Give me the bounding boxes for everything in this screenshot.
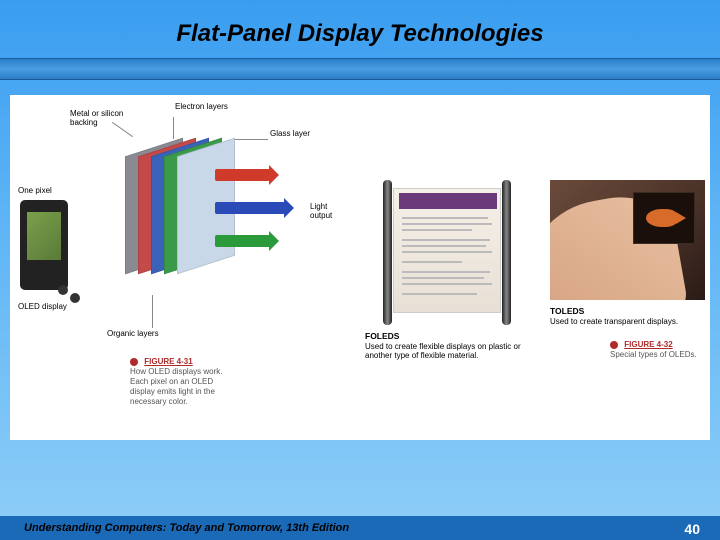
foled-panel: FOLEDS Used to create flexible displays … [365,172,545,382]
foled-text-line [402,223,492,225]
label-oled-display: OLED display [18,303,67,312]
earbud-icon [70,293,80,303]
label-organic-layers: Organic layers [107,330,159,339]
bullet-icon [610,341,618,349]
light-arrow [215,202,285,214]
label-glass-layer: Glass layer [270,130,310,139]
foled-caption-text: Used to create flexible displays on plas… [365,342,540,360]
oled-device-icon [20,200,68,290]
figure-caption-4-31: FIGURE 4-31 How OLED displays work. Each… [130,357,225,407]
foled-device-illustration [383,180,523,325]
toled-caption: TOLEDS Used to create transparent displa… [550,307,705,326]
bullet-icon [130,358,138,366]
device-screen [27,212,61,260]
oled-diagram-panel: Metal or silicon backing Electron layers… [10,95,360,440]
foled-text-line [402,251,492,253]
leader-line [173,117,174,139]
foled-text-line [402,283,492,285]
leader-line [152,295,153,328]
content-area: Metal or silicon backing Electron layers… [10,95,710,440]
foled-text-line [402,271,490,273]
page-number: 40 [684,521,700,537]
label-electron-layers: Electron layers [175,103,228,112]
label-light-output: Light output [310,203,350,221]
figure-number: FIGURE 4-31 [144,357,192,366]
foled-text-line [402,261,462,263]
foled-text-line [402,293,477,295]
foled-flexible-screen [393,188,501,313]
toled-panel: TOLEDS Used to create transparent displa… [550,172,710,382]
foled-roller-right [502,180,511,325]
toled-title: TOLEDS [550,307,705,317]
fish-icon [646,209,678,227]
toled-caption-text: Used to create transparent displays. [550,317,705,326]
label-one-pixel: One pixel [18,187,52,196]
foled-text-line [402,229,472,231]
footer-text: Understanding Computers: Today and Tomor… [24,522,349,534]
toled-transparent-display [633,192,695,244]
title-accent-bar [0,58,720,80]
label-metal-backing: Metal or silicon backing [70,110,140,128]
slide-title: Flat-Panel Display Technologies [0,20,720,48]
foled-text-line [402,239,490,241]
foled-caption: FOLEDS Used to create flexible displays … [365,332,540,360]
light-arrow [215,235,270,247]
light-arrow [215,169,270,181]
leader-line [235,139,268,140]
figure-number: FIGURE 4-32 [624,340,672,349]
foled-title: FOLEDS [365,332,540,342]
foled-roller-left [383,180,392,325]
foled-text-line [402,277,484,279]
figure-caption-text: How OLED displays work. Each pixel on an… [130,367,222,406]
foled-screen-header [399,193,497,209]
figure-caption-text: Special types of OLEDs. [610,350,697,359]
foled-text-line [402,245,486,247]
foled-text-line [402,217,488,219]
figure-caption-4-32: FIGURE 4-32 Special types of OLEDs. [610,340,705,360]
toled-photo [550,180,705,300]
earbud-icon [58,285,68,295]
